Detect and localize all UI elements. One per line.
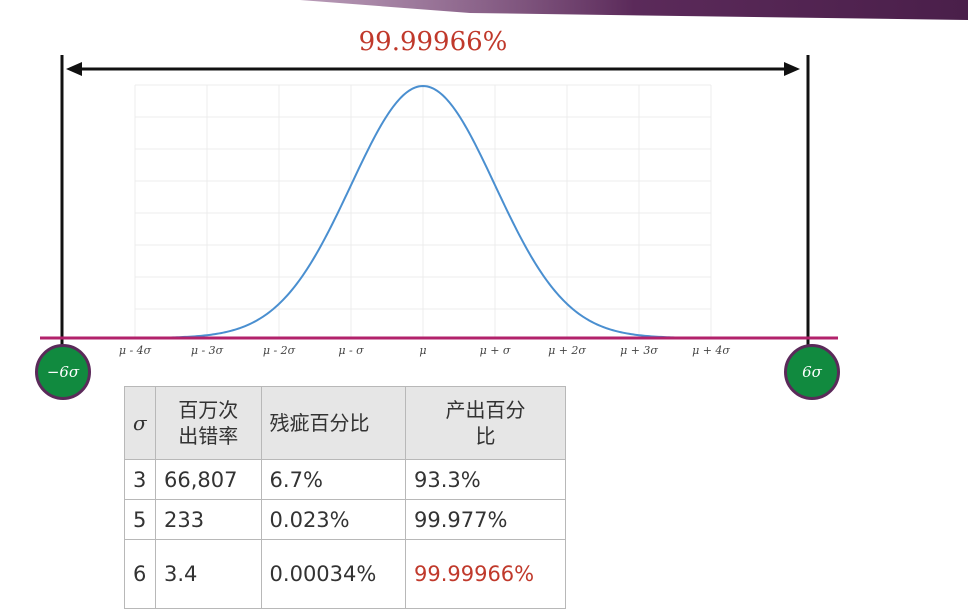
header-defect-percent: 残疵百分比 xyxy=(260,386,406,460)
axis-tick-label: μ - 3σ xyxy=(191,344,224,357)
normal-curve xyxy=(134,84,712,339)
cell-dpmo: 66,807 xyxy=(155,459,262,500)
header-dpmo-line: 出错率 xyxy=(178,424,239,448)
plus-six-sigma-marker: 6σ xyxy=(784,344,840,400)
span-label: 99.99966% xyxy=(359,27,508,57)
cell-sigma: 6 xyxy=(124,539,156,609)
span-arrow-left-head xyxy=(66,62,82,76)
table-row: 3 66,807 6.7% 93.3% xyxy=(124,459,567,500)
cell-yield: 93.3% xyxy=(404,459,567,500)
cell-dpmo: 233 xyxy=(155,499,262,540)
minus-six-sigma-label: −6σ xyxy=(46,363,80,381)
axis-tick-label: μ - σ xyxy=(338,344,364,357)
header-dpmo: 百万次 出错率 xyxy=(155,386,262,460)
cell-sigma: 3 xyxy=(124,459,156,500)
top-decorative-band xyxy=(300,0,968,20)
axis-tick-label: μ + 4σ xyxy=(692,344,730,357)
axis-tick-label: μ + 2σ xyxy=(548,344,586,357)
axis-labels: μ - 4σ μ - 3σ μ - 2σ μ - σ μ μ + σ μ + 2σ μ + 3… xyxy=(119,344,731,357)
cell-yield: 99.99966% xyxy=(404,539,567,609)
header-dpmo-line: 百万次 xyxy=(178,398,239,422)
cell-defect: 0.023% xyxy=(260,499,406,540)
header-yield-percent: 产出百分 比 xyxy=(404,386,567,460)
axis-tick-label: μ - 4σ xyxy=(119,344,152,357)
cell-dpmo: 3.4 xyxy=(155,539,262,609)
axis-tick-label: μ xyxy=(419,344,426,357)
cell-defect: 6.7% xyxy=(260,459,406,500)
table-row: 6 3.4 0.00034% 99.99966% xyxy=(124,539,567,609)
minus-six-sigma-marker: −6σ xyxy=(35,344,91,400)
header-sigma: σ xyxy=(124,386,156,460)
axis-tick-label: μ + 3σ xyxy=(620,344,658,357)
span-arrow-right-head xyxy=(784,62,800,76)
cell-yield: 99.977% xyxy=(404,499,567,540)
header-yield-line: 比 xyxy=(475,424,496,448)
cell-sigma: 5 xyxy=(124,499,156,540)
table-row: 5 233 0.023% 99.977% xyxy=(124,499,567,540)
header-yield-line: 产出百分 xyxy=(445,398,526,422)
axis-tick-label: μ + σ xyxy=(480,344,511,357)
axis-tick-label: μ - 2σ xyxy=(263,344,296,357)
table-header-row: σ 百万次 出错率 残疵百分比 产出百分 比 xyxy=(124,386,567,460)
cell-defect: 0.00034% xyxy=(260,539,406,609)
sigma-table: σ 百万次 出错率 残疵百分比 产出百分 比 3 66,807 6.7% 93.… xyxy=(124,386,567,609)
chart-grid xyxy=(134,84,712,338)
plus-six-sigma-label: 6σ xyxy=(802,363,822,381)
